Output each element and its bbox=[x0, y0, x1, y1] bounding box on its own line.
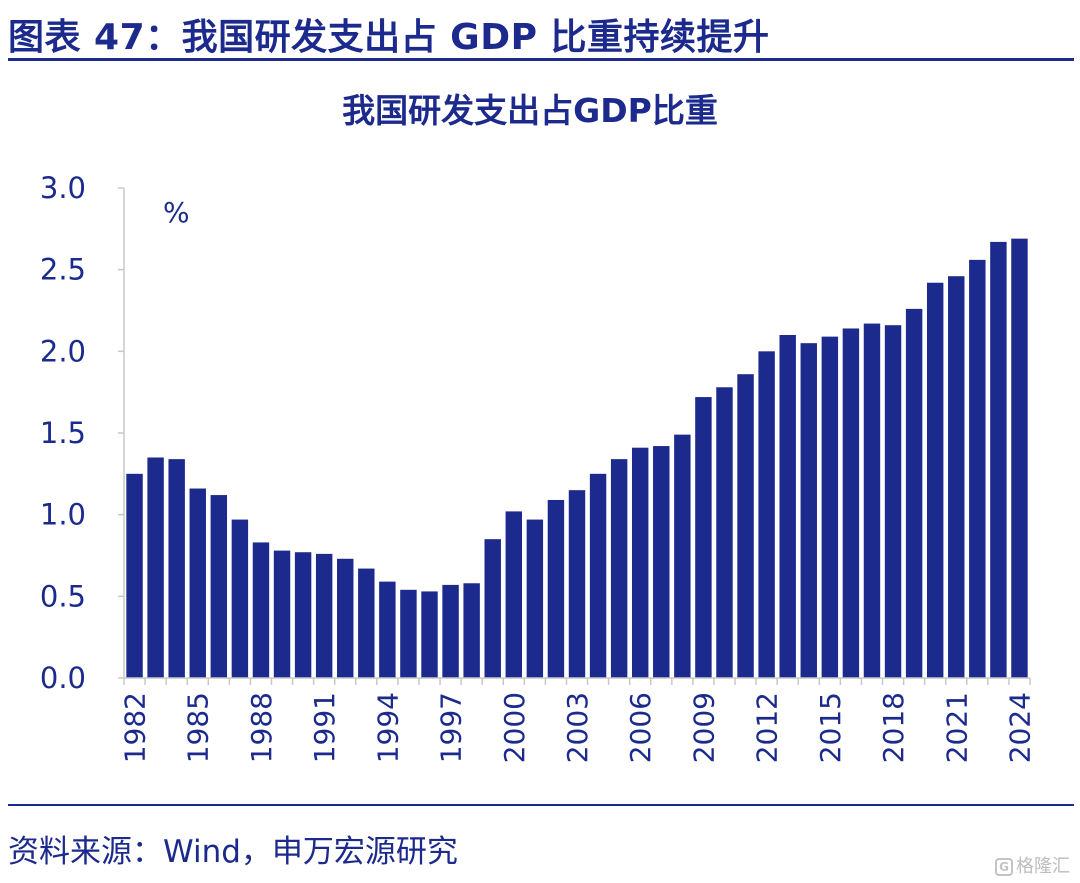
bar-2006 bbox=[631, 447, 649, 678]
chart-title: 我国研发支出占GDP比重 bbox=[342, 91, 718, 130]
bar-2000 bbox=[505, 511, 522, 678]
bar-2019 bbox=[905, 308, 923, 678]
x-tick-label: 1985 bbox=[182, 692, 215, 763]
watermark-logo-icon: G bbox=[995, 858, 1013, 876]
bar-1991 bbox=[315, 553, 333, 678]
bar-2007 bbox=[653, 446, 670, 678]
bar-2003 bbox=[568, 490, 586, 678]
bar-2024 bbox=[1011, 238, 1028, 678]
x-tick-label: 1997 bbox=[435, 692, 468, 763]
x-tick-label: 2012 bbox=[751, 692, 784, 763]
watermark: G 格隆汇 bbox=[995, 852, 1070, 878]
bar-1987 bbox=[231, 519, 249, 678]
bar-2016 bbox=[842, 328, 860, 678]
bar-2023 bbox=[990, 241, 1007, 678]
source-note: 资料来源：Wind，申万宏源研究 bbox=[8, 834, 458, 870]
bar-1995 bbox=[400, 589, 417, 678]
x-tick-label: 2000 bbox=[498, 692, 531, 763]
x-tick-label: 2015 bbox=[814, 692, 847, 763]
bar-2013 bbox=[779, 335, 796, 678]
x-tick-label: 2024 bbox=[1003, 692, 1036, 763]
bar-2022 bbox=[969, 259, 986, 678]
bar-2021 bbox=[948, 276, 965, 678]
bar-1984 bbox=[168, 459, 185, 678]
y-tick-label: 0.0 bbox=[40, 661, 86, 695]
bar-1989 bbox=[273, 550, 291, 678]
x-tick-label: 2009 bbox=[687, 692, 720, 763]
bar-2015 bbox=[821, 336, 839, 678]
bar-1986 bbox=[210, 495, 228, 678]
bar-2017 bbox=[863, 323, 881, 678]
bar-2018 bbox=[884, 325, 902, 678]
bar-1994 bbox=[379, 581, 396, 678]
x-tick-label: 1988 bbox=[245, 692, 278, 763]
y-axis bbox=[118, 187, 125, 679]
bar-2001 bbox=[526, 519, 544, 678]
y-tick-label: 2.5 bbox=[40, 253, 86, 287]
watermark-text: 格隆汇 bbox=[1016, 856, 1070, 877]
unit-label: % bbox=[163, 196, 190, 229]
y-tick-label: 3.0 bbox=[40, 171, 86, 205]
x-axis bbox=[123, 677, 1031, 685]
y-tick-labels: 0.0 0.5 1.0 1.5 2.0 2.5 3.0 bbox=[40, 171, 86, 695]
bar-2002 bbox=[547, 499, 565, 678]
bar-2011 bbox=[737, 374, 754, 678]
bar-1996 bbox=[421, 591, 438, 678]
bar-1983 bbox=[147, 457, 164, 678]
x-tick-label: 1982 bbox=[119, 692, 152, 763]
x-tick-label: 1991 bbox=[308, 692, 341, 763]
bar-1998 bbox=[463, 583, 480, 678]
x-tick-label: 2003 bbox=[561, 692, 594, 763]
bar-2004 bbox=[589, 473, 607, 678]
bar-1999 bbox=[484, 539, 501, 678]
bar-2008 bbox=[674, 434, 691, 678]
y-tick-label: 1.5 bbox=[40, 416, 86, 450]
y-tick-label: 0.5 bbox=[40, 579, 86, 613]
y-tick-label: 2.0 bbox=[40, 334, 86, 368]
figure-title: 图表 47：我国研发支出占 GDP 比重持续提升 bbox=[8, 17, 770, 58]
bar-2009 bbox=[695, 397, 712, 678]
bar-2020 bbox=[926, 282, 944, 678]
bar-1985 bbox=[189, 488, 206, 678]
bars bbox=[126, 238, 1028, 678]
bar-1982 bbox=[126, 473, 143, 678]
x-tick-labels: 1982 1985 1988 1991 1994 1997 2000 2003 2006 2009… bbox=[119, 692, 1037, 763]
bar-2014 bbox=[800, 343, 817, 678]
bar-1988 bbox=[252, 542, 270, 678]
bar-1993 bbox=[358, 568, 375, 678]
x-tick-label: 1994 bbox=[371, 692, 404, 763]
x-tick-label: 2021 bbox=[940, 692, 973, 763]
bar-2005 bbox=[610, 459, 628, 678]
bar-2010 bbox=[716, 387, 733, 678]
bar-2012 bbox=[758, 351, 775, 678]
x-tick-label: 2018 bbox=[877, 692, 910, 763]
footer-divider bbox=[8, 804, 1074, 806]
bar-1997 bbox=[442, 584, 459, 678]
bar-1990 bbox=[294, 552, 312, 678]
bar-1992 bbox=[337, 558, 354, 678]
title-divider bbox=[8, 58, 1074, 61]
x-tick-label: 2006 bbox=[624, 692, 657, 763]
y-tick-label: 1.0 bbox=[40, 498, 86, 532]
